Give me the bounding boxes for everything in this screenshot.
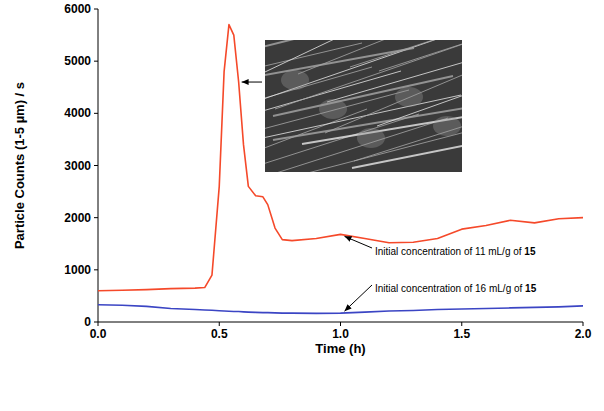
inset-fiber — [275, 40, 462, 109]
y-tick — [94, 61, 98, 62]
y-tick-label: 2000 — [64, 211, 91, 225]
x-tick-label: 0.5 — [211, 327, 228, 341]
y-tick-label: 3000 — [64, 159, 91, 173]
y-axis-title: Particle Counts (1-5 µm) / s — [12, 82, 27, 249]
annotation-compound: 15 — [525, 283, 537, 294]
inset-fiber — [265, 43, 362, 95]
y-tick — [94, 9, 98, 10]
inset-arrow — [242, 82, 262, 83]
chart: 01000200030004000500060000.00.51.01.52.0… — [0, 0, 604, 411]
plot-area — [98, 25, 583, 314]
series-line — [98, 305, 583, 314]
y-tick — [94, 322, 98, 323]
x-tick-label: 0.0 — [90, 327, 107, 341]
inset-particle — [433, 116, 461, 136]
annotation: Initial concentration of 11 mL/g of 15 — [375, 246, 536, 257]
y-tick-label: 1000 — [64, 263, 91, 277]
axes: 01000200030004000500060000.00.51.01.52.0 — [64, 2, 591, 341]
annotation-compound: 15 — [524, 246, 536, 257]
x-axis-title: Time (h) — [315, 341, 365, 356]
y-tick-label: 6000 — [64, 2, 91, 16]
inset-particle — [319, 99, 347, 119]
annotation-text: Initial concentration of 11 mL/g of — [375, 246, 524, 257]
x-tick-label: 1.5 — [453, 327, 470, 341]
inset-particle — [357, 128, 385, 148]
x-tick — [219, 322, 220, 326]
inset-fiber — [265, 40, 354, 64]
inset-fiber — [350, 40, 462, 67]
x-tick — [583, 322, 584, 326]
y-tick-label: 5000 — [64, 54, 91, 68]
inset-particle — [395, 87, 423, 107]
annotation-arrow — [345, 285, 373, 311]
annotation: Initial concentration of 16 mL/g of 15 — [375, 283, 537, 294]
y-tick — [94, 113, 98, 114]
series-line — [98, 25, 583, 291]
x-tick — [340, 322, 341, 326]
inset-fibers — [265, 40, 462, 172]
inset-image — [142, 5, 594, 185]
x-tick — [461, 322, 462, 326]
x-tick-label: 2.0 — [575, 327, 592, 341]
y-tick — [94, 165, 98, 166]
annotation-text: Initial concentration of 16 mL/g of — [375, 283, 525, 294]
x-tick — [98, 322, 99, 326]
x-tick-label: 1.0 — [332, 327, 349, 341]
inset-fiber — [379, 40, 462, 71]
y-tick — [94, 217, 98, 218]
y-tick — [94, 269, 98, 270]
inset-fiber — [327, 40, 462, 102]
annotation-arrow — [345, 236, 373, 248]
inset-fiber — [265, 71, 401, 123]
inset-fiber — [354, 85, 462, 161]
inset-particle — [281, 70, 309, 90]
inset-fiber — [265, 118, 448, 172]
y-tick-label: 4000 — [64, 106, 91, 120]
inset-fiber — [265, 90, 409, 154]
